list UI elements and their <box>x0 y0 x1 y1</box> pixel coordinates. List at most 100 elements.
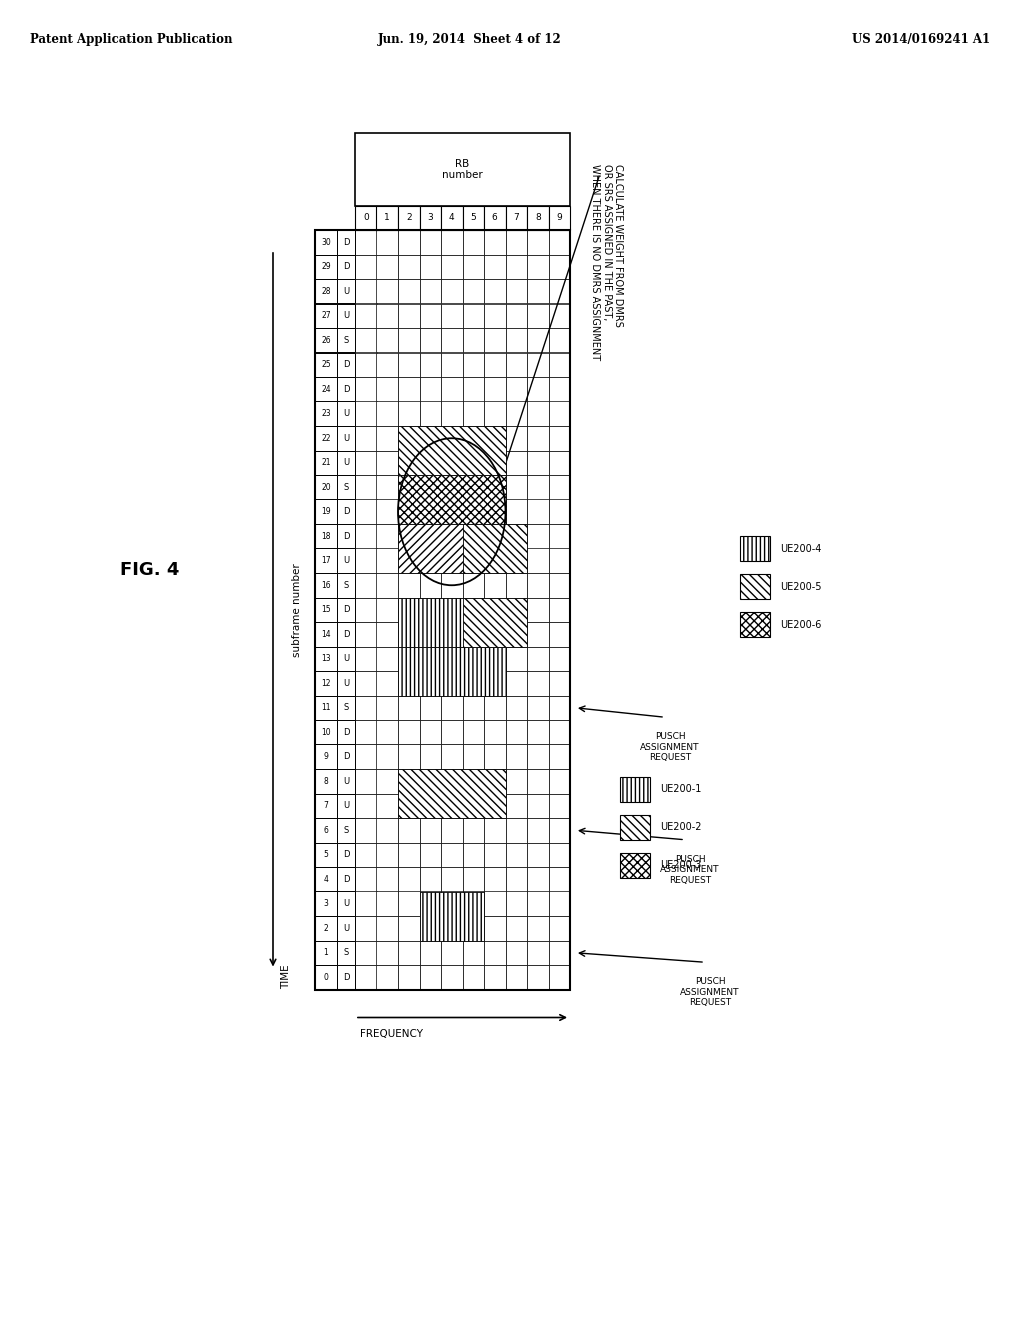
Text: 7: 7 <box>513 214 519 222</box>
Bar <box>620 777 650 803</box>
Bar <box>463 524 484 549</box>
Bar <box>549 378 570 401</box>
Bar <box>398 671 420 696</box>
Bar <box>463 524 527 573</box>
Bar <box>355 401 377 426</box>
Text: 5: 5 <box>470 214 476 222</box>
Bar <box>398 230 420 255</box>
Bar <box>355 770 377 793</box>
Bar <box>506 206 527 230</box>
Bar <box>398 719 420 744</box>
Bar <box>549 696 570 719</box>
Text: U: U <box>343 458 349 467</box>
Bar <box>315 622 337 647</box>
Text: U: U <box>343 678 349 688</box>
Bar <box>463 206 484 230</box>
Bar <box>549 770 570 793</box>
Text: CALCULATE WEIGHT FROM DMRS
OR SRS ASSIGNED IN THE PAST,
WHEN THERE IS NO DMRS AS: CALCULATE WEIGHT FROM DMRS OR SRS ASSIGN… <box>590 164 624 359</box>
Bar <box>420 842 441 867</box>
Bar <box>506 327 527 352</box>
Text: subframe number: subframe number <box>292 562 302 656</box>
Bar <box>315 696 337 719</box>
Bar <box>398 499 420 524</box>
Bar <box>441 916 463 940</box>
Bar <box>337 622 355 647</box>
Bar <box>441 304 463 327</box>
Bar <box>398 598 420 622</box>
Bar <box>420 524 441 549</box>
Text: UE200-6: UE200-6 <box>780 619 821 630</box>
Bar <box>355 940 377 965</box>
Text: Jun. 19, 2014  Sheet 4 of 12: Jun. 19, 2014 Sheet 4 of 12 <box>378 33 562 46</box>
Bar <box>549 230 570 255</box>
Bar <box>506 352 527 378</box>
Bar <box>441 499 463 524</box>
Text: U: U <box>343 434 349 442</box>
Bar <box>337 327 355 352</box>
Bar <box>484 426 506 450</box>
Bar <box>355 133 570 206</box>
Text: 0: 0 <box>324 973 329 982</box>
Bar <box>484 304 506 327</box>
Bar <box>441 206 463 230</box>
Bar <box>441 255 463 279</box>
Bar <box>337 965 355 990</box>
Bar <box>337 499 355 524</box>
Bar <box>740 574 770 599</box>
Bar <box>549 622 570 647</box>
Bar <box>441 744 463 770</box>
Bar <box>549 255 570 279</box>
Bar <box>420 279 441 304</box>
Bar <box>527 940 549 965</box>
Bar <box>398 793 420 818</box>
Bar <box>398 965 420 990</box>
Bar <box>549 524 570 549</box>
Bar <box>398 426 420 450</box>
Bar <box>463 255 484 279</box>
Bar <box>377 230 398 255</box>
Text: 6: 6 <box>324 826 329 834</box>
Bar <box>506 426 527 450</box>
Bar <box>420 352 441 378</box>
Text: 23: 23 <box>322 409 331 418</box>
Bar <box>337 475 355 499</box>
Bar <box>377 842 398 867</box>
Bar <box>398 378 420 401</box>
Bar <box>315 426 337 450</box>
Bar <box>463 867 484 891</box>
Bar <box>463 696 484 719</box>
Bar <box>315 499 337 524</box>
Bar <box>506 230 527 255</box>
Bar <box>484 793 506 818</box>
Bar <box>398 426 506 475</box>
Bar <box>527 696 549 719</box>
Bar <box>527 524 549 549</box>
Bar <box>420 327 441 352</box>
Text: 19: 19 <box>322 507 331 516</box>
Bar <box>484 352 506 378</box>
Bar <box>441 327 463 352</box>
Bar <box>484 378 506 401</box>
Bar <box>441 230 463 255</box>
Bar <box>549 304 570 327</box>
Text: PUSCH
ASSIGNMENT
REQUEST: PUSCH ASSIGNMENT REQUEST <box>660 855 720 884</box>
Bar <box>398 475 506 524</box>
Bar <box>315 940 337 965</box>
Bar <box>377 916 398 940</box>
Bar <box>355 426 377 450</box>
Bar <box>337 770 355 793</box>
Bar <box>315 891 337 916</box>
Bar <box>377 499 398 524</box>
Bar <box>549 450 570 475</box>
Bar <box>420 916 441 940</box>
Bar <box>463 450 484 475</box>
Text: 2: 2 <box>406 214 412 222</box>
Bar <box>377 378 398 401</box>
Bar <box>463 327 484 352</box>
Bar <box>337 304 355 327</box>
Bar <box>315 230 337 255</box>
Bar <box>484 279 506 304</box>
Text: 1: 1 <box>384 214 390 222</box>
Bar <box>463 573 484 598</box>
Bar <box>420 940 441 965</box>
